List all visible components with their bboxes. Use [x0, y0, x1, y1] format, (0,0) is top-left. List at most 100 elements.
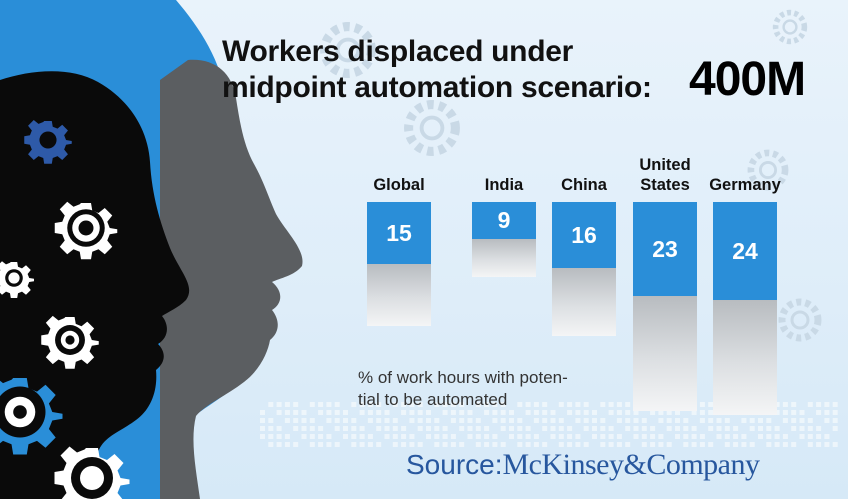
pattern-dot [442, 402, 448, 407]
pattern-dot [367, 418, 373, 423]
pattern-dot [658, 442, 664, 447]
pattern-dot [799, 418, 805, 423]
gear-icon [404, 100, 460, 156]
pattern-dot [417, 418, 423, 423]
pattern-dot [558, 426, 564, 431]
pattern-dot [567, 426, 573, 431]
pattern-dot [567, 434, 573, 439]
pattern-dot [309, 426, 315, 431]
pattern-dot [633, 410, 639, 415]
category-label: China [532, 175, 636, 195]
pattern-dot [260, 410, 265, 415]
pattern-dot [351, 426, 357, 431]
pattern-dot [450, 418, 456, 423]
pattern-dot [359, 434, 365, 439]
bar-global: 15 [367, 202, 431, 326]
pattern-dot [558, 434, 564, 439]
pattern-dot [426, 434, 431, 439]
title-line-2: midpoint automation scenario: [222, 71, 652, 104]
pattern-dot [284, 442, 290, 447]
bar-india: 9 [472, 202, 536, 277]
pattern-dot [384, 426, 390, 431]
pattern-dot [459, 418, 465, 423]
pattern-dot [318, 442, 324, 447]
pattern-dot [708, 426, 714, 431]
pattern-dot [533, 402, 539, 407]
pattern-dot [832, 402, 838, 407]
pattern-dot [509, 426, 514, 431]
pattern-dot [500, 418, 506, 423]
pattern-dot [284, 410, 290, 415]
pattern-dot [484, 410, 490, 415]
pattern-dot [417, 410, 423, 415]
pattern-dot [492, 434, 498, 439]
pattern-dot [774, 410, 780, 415]
pattern-dot [475, 442, 481, 447]
pattern-dot [392, 402, 398, 407]
pattern-dot [650, 434, 656, 439]
pattern-dot [550, 426, 556, 431]
pattern-dot [733, 442, 739, 447]
pattern-dot [417, 442, 423, 447]
pattern-dot [434, 426, 440, 431]
bar-value-label: 9 [497, 207, 511, 234]
pattern-dot [542, 426, 548, 431]
pattern-dot [484, 434, 490, 439]
pattern-dot [525, 402, 531, 407]
pattern-dot [683, 418, 689, 423]
pattern-dot [268, 402, 274, 407]
pattern-dot [284, 434, 290, 439]
pattern-dot [824, 434, 830, 439]
pattern-dot [641, 418, 647, 423]
pattern-dot [542, 442, 548, 447]
pattern-dot [782, 402, 788, 407]
pattern-dot [600, 402, 606, 407]
pattern-dot [816, 402, 822, 407]
source-credit: Source:McKinsey&Company [406, 448, 760, 482]
pattern-dot [467, 418, 473, 423]
pattern-dot [309, 418, 315, 423]
pattern-dot [450, 434, 456, 439]
pattern-dot [791, 410, 797, 415]
bar-china: 16 [552, 202, 616, 336]
pattern-dot [716, 426, 722, 431]
pattern-dot [708, 410, 714, 415]
pattern-dot [318, 426, 324, 431]
pattern-dot [442, 442, 448, 447]
pattern-dot [326, 402, 332, 407]
pattern-dot [525, 426, 531, 431]
pattern-dot [741, 418, 747, 423]
pattern-dot [824, 442, 830, 447]
gear-icon [41, 315, 99, 369]
pattern-dot [426, 418, 431, 423]
pattern-dot [558, 418, 564, 423]
pattern-dot [699, 410, 705, 415]
pattern-dot [525, 442, 531, 447]
pattern-dot [301, 410, 307, 415]
pattern-dot [276, 426, 282, 431]
bar-united-states: 23 [633, 202, 697, 412]
pattern-dot [608, 442, 614, 447]
pattern-dot [384, 410, 390, 415]
pattern-dot [616, 434, 622, 439]
pattern-dot [625, 402, 631, 407]
pattern-dot [500, 402, 506, 407]
pattern-dot [616, 442, 622, 447]
pattern-dot [758, 434, 763, 439]
pattern-dot [326, 442, 332, 447]
pattern-dot [691, 434, 697, 439]
pattern-dot [583, 418, 589, 423]
pattern-dot [434, 402, 440, 407]
unit-note-line-2: tial to be automated [358, 390, 508, 409]
pattern-dot [293, 402, 299, 407]
pattern-dot [450, 442, 456, 447]
gear-icon [772, 9, 808, 45]
pattern-dot [309, 434, 315, 439]
pattern-dot [509, 434, 514, 439]
pattern-dot [724, 434, 730, 439]
pattern-dot [359, 402, 365, 407]
pattern-dot [392, 442, 398, 447]
pattern-dot [401, 402, 407, 407]
gear-icon [320, 22, 376, 78]
bar-fill [552, 202, 616, 268]
